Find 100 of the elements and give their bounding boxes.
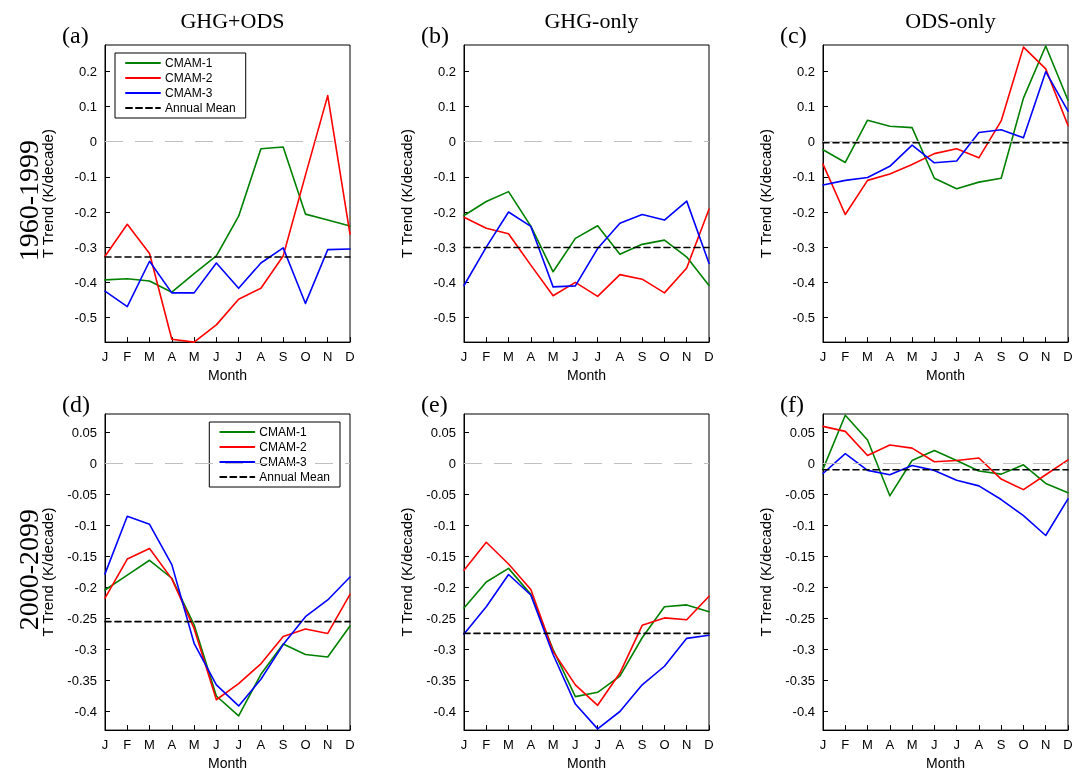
text: (b) <box>421 22 449 48</box>
y-tick-label: 0 <box>89 456 97 472</box>
chart-title: GHG-only <box>544 7 639 33</box>
y-tick-label: -0.2 <box>433 580 456 596</box>
x-tick-label: M <box>862 349 873 365</box>
line-series <box>822 414 1069 497</box>
y-tick-label: -0.15 <box>426 549 456 565</box>
x-tick-label: O <box>300 349 311 365</box>
chart-title: GHG+ODS <box>180 7 285 33</box>
x-tick-label: S <box>637 349 647 365</box>
x-tick-label: M <box>547 349 559 365</box>
x-tick-label: J <box>213 737 220 753</box>
x-tick-label: S <box>278 349 288 365</box>
x-tick-label: M <box>503 737 514 753</box>
y-tick-label: -0.5 <box>433 309 456 325</box>
y-tick-label: 0 <box>448 456 456 472</box>
x-tick-label: S <box>996 737 1006 753</box>
x-tick-label: J <box>460 737 468 753</box>
x-tick-label: M <box>503 349 514 365</box>
x-tick-label: N <box>1041 737 1051 753</box>
x-axis-title: Month <box>567 367 606 383</box>
y-tick-label: -0.1 <box>792 518 815 534</box>
y-tick-label: -0.3 <box>792 642 815 658</box>
y-tick-label: 0.05 <box>71 425 97 441</box>
y-tick-label: -0.1 <box>433 169 456 185</box>
x-tick-label: S <box>278 737 288 753</box>
x-tick-label: N <box>682 349 692 365</box>
x-tick-label: J <box>235 349 242 365</box>
x-tick-label: D <box>1063 349 1073 365</box>
y-tick-label: -0.25 <box>67 611 97 627</box>
x-tick-label: D <box>345 737 355 753</box>
line-series <box>463 567 710 698</box>
line-series <box>104 547 351 701</box>
x-tick-label: J <box>819 737 827 753</box>
x-tick-label: A <box>167 349 177 365</box>
x-tick-label: F <box>123 349 132 365</box>
y-tick-label: 0.2 <box>437 63 456 79</box>
x-tick-label: J <box>213 349 220 365</box>
x-tick-label: J <box>101 737 109 753</box>
line-series <box>822 45 1069 190</box>
x-tick-label: A <box>885 737 895 753</box>
y-tick-label: 0 <box>807 456 815 472</box>
line-series <box>104 559 351 717</box>
line-series <box>104 515 351 707</box>
x-tick-label: A <box>615 737 625 753</box>
y-tick-label: -0.15 <box>67 549 97 565</box>
x-tick-label: N <box>1041 349 1051 365</box>
y-tick-label: -0.3 <box>74 239 97 255</box>
x-tick-label: J <box>594 349 601 365</box>
text: (d) <box>62 391 90 417</box>
legend-label: CMAM-1 <box>165 56 213 70</box>
y-tick-label: 0 <box>807 134 815 150</box>
x-axis-title: Month <box>926 367 965 383</box>
y-tick-label: -0.15 <box>785 549 815 565</box>
x-tick-label: M <box>547 737 559 753</box>
y-tick-label: -0.1 <box>74 518 97 534</box>
text: (c) <box>780 22 807 48</box>
y-tick-label: 0.1 <box>78 99 97 115</box>
x-axis-title: Month <box>208 367 247 383</box>
y-tick-label: -0.1 <box>792 169 815 185</box>
x-tick-label: S <box>996 349 1006 365</box>
y-tick-label: -0.2 <box>74 580 97 596</box>
y-tick-label: -0.4 <box>433 274 456 290</box>
x-tick-label: J <box>460 349 468 365</box>
y-tick-label: -0.05 <box>785 487 815 503</box>
x-tick-label: A <box>615 349 625 365</box>
y-tick-label: -0.35 <box>785 673 815 689</box>
x-axis-title: Month <box>926 755 965 771</box>
y-axis-title: T Trend (K/decade) <box>757 129 774 259</box>
y-tick-label: -0.4 <box>792 274 815 290</box>
line-series <box>463 541 710 707</box>
y-tick-label: -0.2 <box>792 580 815 596</box>
line-series <box>463 208 710 298</box>
y-axis-title: T Trend (K/decade) <box>757 507 774 637</box>
x-tick-label: F <box>482 349 491 365</box>
x-tick-label: M <box>906 737 918 753</box>
x-tick-label: J <box>235 737 242 753</box>
x-tick-label: J <box>594 737 601 753</box>
y-tick-label: -0.3 <box>74 642 97 658</box>
x-axis-title: Month <box>208 755 247 771</box>
x-tick-label: A <box>256 349 266 365</box>
x-tick-label: D <box>1063 737 1073 753</box>
y-tick-label: -0.2 <box>74 204 97 220</box>
x-tick-label: F <box>482 737 491 753</box>
x-tick-label: O <box>1018 349 1029 365</box>
y-tick-label: 0 <box>448 134 456 150</box>
y-axis-title: T Trend (K/decade) <box>398 507 415 637</box>
x-tick-label: F <box>841 349 850 365</box>
line-series <box>104 247 351 308</box>
y-tick-label: 0.1 <box>796 99 815 115</box>
x-tick-label: O <box>659 737 670 753</box>
x-tick-label: O <box>659 349 670 365</box>
x-tick-label: A <box>256 737 266 753</box>
text: (a) <box>62 22 89 48</box>
legend-label: CMAM-2 <box>259 440 307 454</box>
x-tick-label: J <box>819 349 827 365</box>
y-tick-label: -0.4 <box>433 704 456 720</box>
y-tick-label: -0.4 <box>74 704 97 720</box>
x-tick-label: J <box>953 349 960 365</box>
legend-label: CMAM-2 <box>165 71 213 85</box>
